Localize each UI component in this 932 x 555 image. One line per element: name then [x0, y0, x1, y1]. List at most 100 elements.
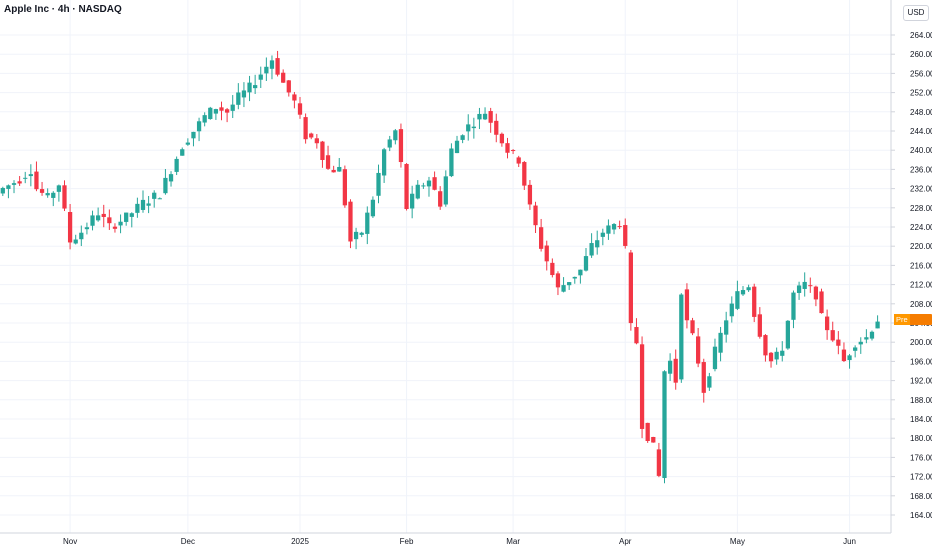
candle-body: [247, 82, 252, 93]
candle-body: [107, 217, 112, 224]
x-tick-label: Mar: [506, 537, 520, 546]
candle-body: [281, 72, 286, 83]
premarket-label: Pre: [894, 314, 910, 325]
candle-body: [196, 121, 202, 132]
candle-body: [146, 203, 151, 206]
candle-body: [718, 332, 723, 353]
y-tick-label: 212.00: [910, 281, 932, 290]
candle-body: [11, 183, 17, 185]
candle-body: [421, 185, 426, 187]
y-tick-label: 200.00: [910, 338, 932, 347]
y-tick-label: 216.00: [910, 261, 932, 270]
candle-body: [387, 139, 392, 148]
candle-body: [202, 115, 207, 123]
candle-body: [858, 341, 863, 345]
candle-body: [729, 303, 734, 317]
candle-body: [101, 213, 106, 217]
candle-body: [140, 199, 146, 210]
candle-body: [34, 171, 39, 190]
x-tick-label: Apr: [619, 537, 632, 546]
last-price-tag: Pre204.79: [894, 314, 932, 335]
y-tick-label: 188.00: [910, 396, 932, 405]
y-tick-label: 228.00: [910, 204, 932, 213]
candle-body: [376, 172, 381, 196]
candle-body: [56, 185, 62, 192]
candle-body: [398, 129, 404, 163]
x-tick-label: 2025: [291, 537, 309, 546]
candle-body: [869, 331, 875, 339]
candle-body: [656, 449, 662, 476]
candle-body: [438, 191, 443, 207]
candle-body: [555, 273, 561, 288]
candle-body: [449, 148, 454, 177]
candle-body: [578, 269, 583, 276]
candle-body: [191, 131, 196, 139]
candle-body: [62, 185, 67, 209]
candle-body: [802, 281, 807, 289]
candle-body: [185, 142, 190, 145]
y-tick-label: 252.00: [910, 89, 932, 98]
candle-body: [320, 141, 325, 160]
y-tick-label: 164.00: [910, 511, 932, 520]
candle-body: [667, 360, 673, 374]
candle-body: [589, 243, 594, 256]
x-tick-label: Nov: [63, 537, 77, 546]
candle-body: [208, 107, 213, 120]
candle-body: [0, 187, 5, 194]
candle-body: [73, 239, 78, 244]
last-price-value: 204.79: [894, 326, 917, 335]
candle-body: [67, 212, 73, 243]
candle-body: [696, 336, 701, 364]
candle-body: [651, 436, 656, 443]
price-axis[interactable]: 164.00 168.00 172.00 176.00 180.00 184.00 188.…: [891, 31, 932, 520]
candle-body: [634, 327, 639, 344]
y-tick-label: 236.00: [910, 165, 932, 174]
candle-body: [180, 149, 185, 156]
candle-body: [426, 180, 432, 187]
candle-body: [740, 290, 746, 295]
candle-body: [79, 232, 84, 240]
candle-body: [157, 198, 162, 200]
candle-body: [96, 215, 101, 221]
candle-body: [230, 104, 235, 111]
candle-body: [628, 252, 633, 324]
candle-body: [337, 166, 342, 172]
candle-body: [269, 60, 275, 69]
candle-body: [690, 320, 695, 334]
candle-body: [752, 286, 757, 317]
candle-body: [90, 215, 95, 226]
candle-body: [847, 355, 852, 361]
candle-body: [684, 289, 690, 321]
candle-body: [763, 335, 768, 356]
time-axis[interactable]: Nov Dec 2025 Feb Mar Apr May Jun: [63, 537, 856, 546]
candle-body: [51, 192, 56, 198]
currency-button[interactable]: USD: [903, 5, 929, 21]
candle-body: [623, 225, 628, 246]
candle-body: [746, 287, 751, 291]
y-tick-label: 196.00: [910, 357, 932, 366]
x-tick-label: Feb: [400, 537, 414, 546]
candle-body: [780, 350, 785, 356]
candle-body: [611, 224, 617, 230]
candles: [0, 50, 880, 484]
y-tick-label: 224.00: [910, 223, 932, 232]
candle-body: [516, 157, 521, 164]
y-tick-label: 180.00: [910, 434, 932, 443]
y-tick-label: 168.00: [910, 492, 932, 501]
candle-body: [6, 185, 11, 189]
candle-body: [774, 351, 779, 360]
candle-body: [533, 205, 538, 226]
candle-body: [135, 203, 140, 213]
candle-body: [359, 232, 364, 235]
candle-body: [393, 130, 398, 141]
candle-body: [410, 193, 415, 209]
candle-body: [353, 231, 359, 240]
candle-body: [522, 162, 527, 186]
candle-body: [404, 163, 409, 210]
candle-body: [152, 192, 157, 199]
candle-body: [124, 212, 129, 222]
candle-body: [561, 285, 566, 292]
y-tick-label: 184.00: [910, 415, 932, 424]
